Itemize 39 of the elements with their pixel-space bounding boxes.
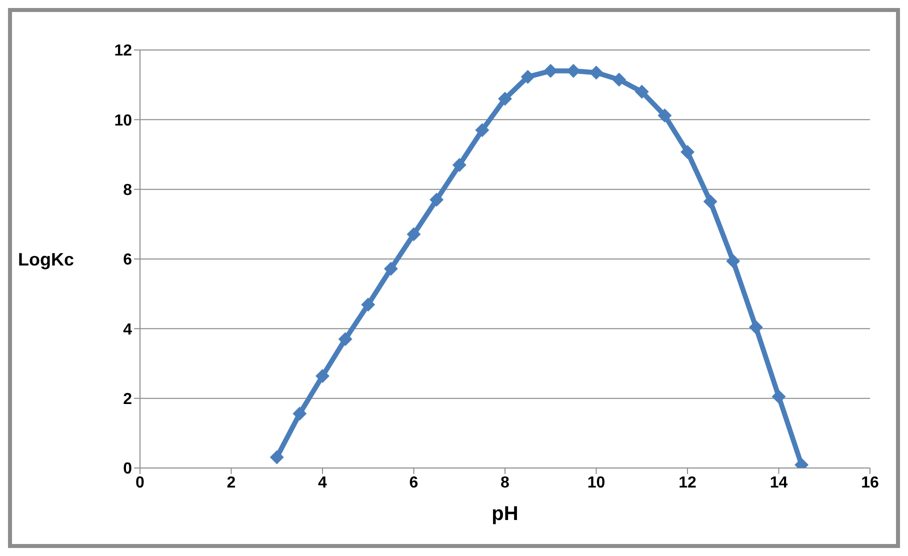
point [520,70,535,84]
point [384,262,398,276]
x-tick-label: 2 [226,474,236,492]
point [612,72,626,87]
point [361,298,376,312]
x-tick-label: 16 [861,474,879,492]
point [726,254,740,268]
point [634,84,649,99]
y-tick-label: 10 [114,112,132,130]
point [292,406,307,421]
x-tick-label: 14 [770,474,788,492]
y-axis-title: LogKc [18,249,74,270]
x-tick-label: 4 [318,474,328,492]
y-tick-label: 4 [123,321,132,338]
point [498,92,512,106]
y-tick-label: 12 [114,42,132,60]
point [475,123,490,138]
x-tick-label: 10 [587,474,606,492]
point [772,390,786,404]
point [452,158,466,172]
point [316,369,330,384]
point [703,194,718,209]
x-tick-label: 6 [409,474,418,492]
y-tick-label: 6 [123,252,132,269]
point [658,108,672,122]
x-axis-title: pH [492,503,518,525]
point [430,192,444,207]
x-tick-label: 0 [136,474,145,492]
point [589,66,604,80]
point [270,450,284,464]
point [748,320,763,334]
point [680,145,694,160]
y-tick-label: 0 [123,460,132,478]
y-tick-label: 8 [123,182,132,200]
point [338,332,352,346]
x-tick-label: 8 [500,474,510,492]
point [406,227,421,242]
y-tick-label: 2 [123,391,132,408]
x-tick-label: 12 [678,474,696,492]
